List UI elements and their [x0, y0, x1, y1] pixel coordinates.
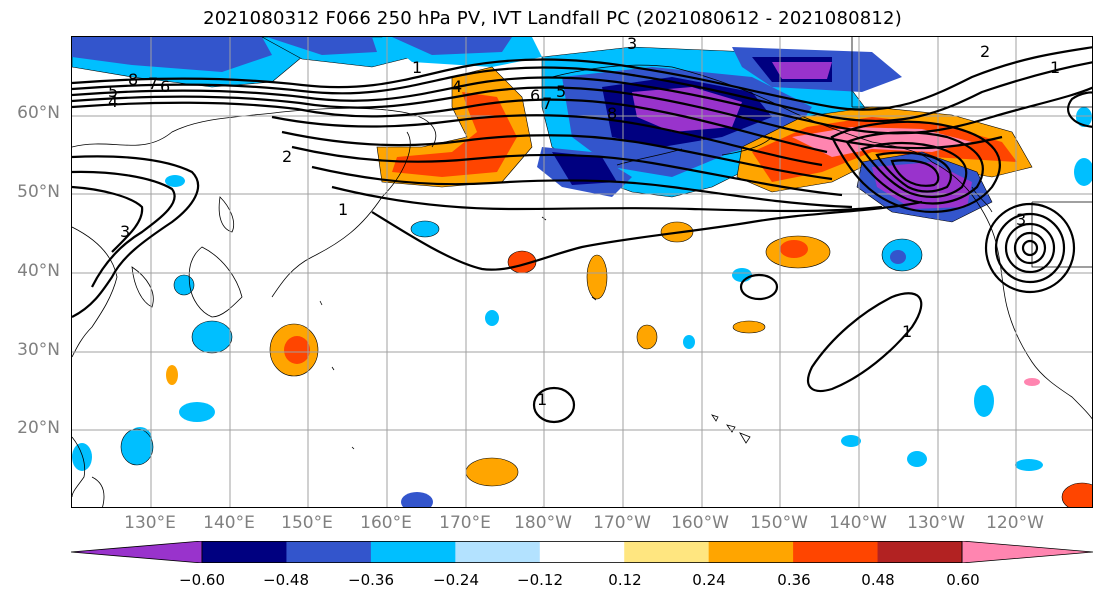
colorbar-tick-label: 0.12 — [608, 571, 642, 589]
positive-anomaly-region — [1024, 378, 1040, 386]
colorbar-segment — [286, 541, 372, 563]
negative-anomaly-region — [1074, 158, 1092, 186]
colorbar-tick-label: 0.36 — [777, 571, 811, 589]
pv-contours — [72, 46, 1092, 424]
contour-label: 8 — [128, 70, 138, 89]
contour-label: 8 — [607, 104, 617, 123]
coastlines — [72, 37, 1092, 507]
colorbar — [71, 541, 1093, 563]
colorbar-segment — [370, 541, 456, 563]
contour-label: 3 — [120, 222, 130, 241]
negative-anomaly-region — [267, 37, 377, 55]
contour-label: 7 — [542, 94, 552, 113]
contour-label: 7 — [148, 74, 158, 93]
lat-label: 60°N — [17, 103, 60, 123]
positive-anomaly-region — [1061, 482, 1092, 507]
positive-anomaly-region — [636, 324, 658, 350]
positive-anomaly-region — [284, 336, 310, 364]
lon-label: 170°W — [593, 513, 651, 533]
negative-anomaly-region — [772, 62, 832, 79]
lon-label: 150°W — [750, 513, 808, 533]
colorbar-tick-label: 0.24 — [692, 571, 726, 589]
lon-label: 130°E — [124, 513, 176, 533]
negative-anomaly-region — [552, 152, 617, 185]
colorbar-segment — [708, 541, 794, 563]
lat-label: 30°N — [17, 340, 60, 360]
contour-label: 3 — [627, 37, 637, 53]
colorbar-tick-label: −0.48 — [263, 571, 309, 589]
lon-label: 140°W — [829, 513, 887, 533]
colorbar-tick-label: −0.12 — [517, 571, 563, 589]
colorbar-segment — [202, 541, 287, 563]
negative-anomaly-region — [1076, 107, 1092, 127]
negative-anomaly-region — [841, 435, 861, 447]
negative-anomaly-region — [165, 175, 185, 187]
negative-anomaly-region — [732, 268, 752, 282]
contour-label: 1 — [537, 390, 547, 409]
positive-anomaly-region — [465, 457, 519, 487]
colorbar-extend-max — [961, 541, 1093, 563]
contour-label: 1 — [412, 58, 422, 77]
positive-anomaly-region — [586, 254, 608, 300]
lon-label: 150°E — [281, 513, 333, 533]
negative-anomaly-region — [683, 335, 695, 349]
colorbar-tick-label: −0.36 — [348, 571, 394, 589]
contour-label: 1 — [1050, 58, 1060, 77]
colorbar-segment — [877, 541, 963, 563]
contour-label: 1 — [338, 200, 348, 219]
lat-label: 40°N — [17, 261, 60, 281]
lon-label: 160°E — [360, 513, 412, 533]
contour-label: 6 — [160, 77, 170, 96]
contour-label: 4 — [108, 92, 118, 111]
colorbar-tick-label: −0.60 — [179, 571, 225, 589]
lon-label: 120°W — [986, 513, 1044, 533]
negative-anomaly-region — [191, 320, 233, 354]
colorbar-extend-min — [71, 541, 203, 563]
contour-labels: 1 2 3 4 5 6 7 8 8 7 6 5 4 3 2 1 1 1 3 1 — [108, 37, 1060, 409]
map-panel: 1 2 3 4 5 6 7 8 8 7 6 5 4 3 2 1 1 1 3 1 — [71, 36, 1093, 508]
negative-anomaly-region — [974, 385, 994, 417]
lon-label: 140°E — [203, 513, 255, 533]
lat-label: 50°N — [17, 182, 60, 202]
contour-label: 3 — [1016, 210, 1026, 229]
chart-title: 2021080312 F066 250 hPa PV, IVT Landfall… — [203, 8, 902, 29]
map-canvas: 1 2 3 4 5 6 7 8 8 7 6 5 4 3 2 1 1 1 3 1 — [72, 37, 1092, 507]
colorbar-segment — [624, 541, 710, 563]
positive-anomaly-region — [166, 365, 178, 385]
contour-label: 2 — [282, 147, 292, 166]
colorbar-tick-label: 0.60 — [946, 571, 980, 589]
contour-label: 5 — [556, 82, 566, 101]
contour-label: 2 — [980, 42, 990, 61]
contour-label: 5 — [108, 82, 118, 101]
positive-anomaly-region — [392, 92, 517, 177]
colorbar-tick-label: 0.48 — [861, 571, 895, 589]
negative-anomaly-region — [907, 451, 927, 467]
lon-label: 180°W — [514, 513, 572, 533]
lat-label: 20°N — [17, 418, 60, 438]
positive-anomaly-region — [780, 240, 808, 258]
positive-anomaly-region — [732, 320, 766, 334]
contour-label: 6 — [530, 86, 540, 105]
contour-label: 1 — [902, 322, 912, 341]
negative-anomaly-region — [72, 37, 272, 72]
colorbar-tick-label: −0.24 — [433, 571, 479, 589]
negative-anomaly-region — [410, 220, 440, 238]
negative-anomaly-region — [1015, 459, 1043, 471]
negative-anomaly-region — [485, 310, 499, 326]
colorbar-outline — [201, 541, 963, 563]
lon-label: 160°W — [671, 513, 729, 533]
lon-label: 130°W — [907, 513, 965, 533]
contour-label: 4 — [452, 77, 462, 96]
negative-anomaly-region — [392, 37, 512, 55]
colorbar-segment — [539, 541, 625, 563]
colorbar-segment — [793, 541, 879, 563]
negative-anomaly-region — [72, 443, 92, 471]
negative-anomaly-region — [120, 428, 154, 466]
negative-anomaly-region — [179, 402, 215, 422]
colorbar-segment — [455, 541, 541, 563]
negative-anomaly-region — [401, 492, 433, 507]
negative-anomaly-region — [890, 250, 906, 264]
lon-label: 170°E — [439, 513, 491, 533]
